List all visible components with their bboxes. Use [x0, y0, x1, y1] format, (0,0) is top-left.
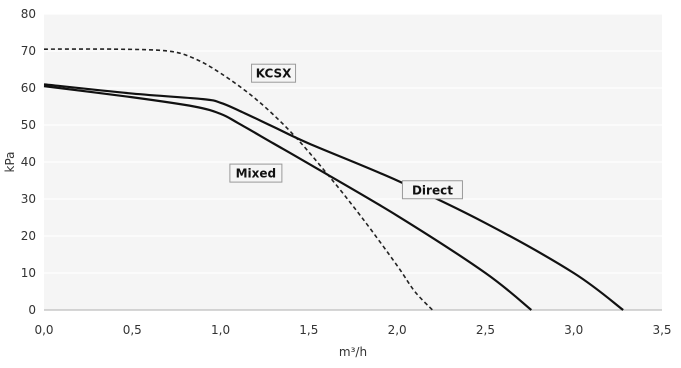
y-tick-label: 40	[21, 155, 36, 169]
y-tick-label: 30	[21, 192, 36, 206]
x-tick-label: 2,5	[476, 323, 495, 337]
x-tick-label: 1,0	[211, 323, 230, 337]
series-line-direct	[43, 83, 624, 311]
series-label-direct: Direct	[412, 183, 453, 197]
series-label-kcsx: KCSX	[256, 67, 292, 81]
series-labels: KCSX Mixed Direct	[229, 63, 463, 200]
x-tick-label: 1,5	[299, 323, 318, 337]
x-tick-label: 0,5	[123, 323, 142, 337]
x-tick-label: 0,0	[34, 323, 53, 337]
gridlines	[44, 13, 662, 311]
x-tick-label: 3,5	[652, 323, 671, 337]
series-line-mixed	[43, 85, 533, 311]
y-tick-label: 0	[28, 303, 36, 317]
series-line-kcsx	[43, 48, 434, 311]
x-axis-title: m³/h	[339, 345, 367, 359]
y-tick-label: 50	[21, 118, 36, 132]
y-tick-label: 70	[21, 44, 36, 58]
series-label-box	[229, 163, 283, 183]
y-axis-title: kPa	[3, 152, 17, 173]
series-label-box	[251, 63, 297, 83]
y-tick-label: 20	[21, 229, 36, 243]
x-tick-label: 2,0	[388, 323, 407, 337]
axis-ticks: 0 10 20 30 40 50 60 70 80 0,0 0,5 1,0 1,5 2,0 2,5 3,0 3,…	[21, 7, 672, 337]
y-tick-label: 10	[21, 266, 36, 280]
y-tick-label: 80	[21, 7, 36, 21]
x-tick-label: 3,0	[564, 323, 583, 337]
series-label-mixed: Mixed	[236, 167, 277, 181]
series-lines	[43, 48, 624, 311]
y-tick-label: 60	[21, 81, 36, 95]
series-label-box	[401, 180, 463, 200]
